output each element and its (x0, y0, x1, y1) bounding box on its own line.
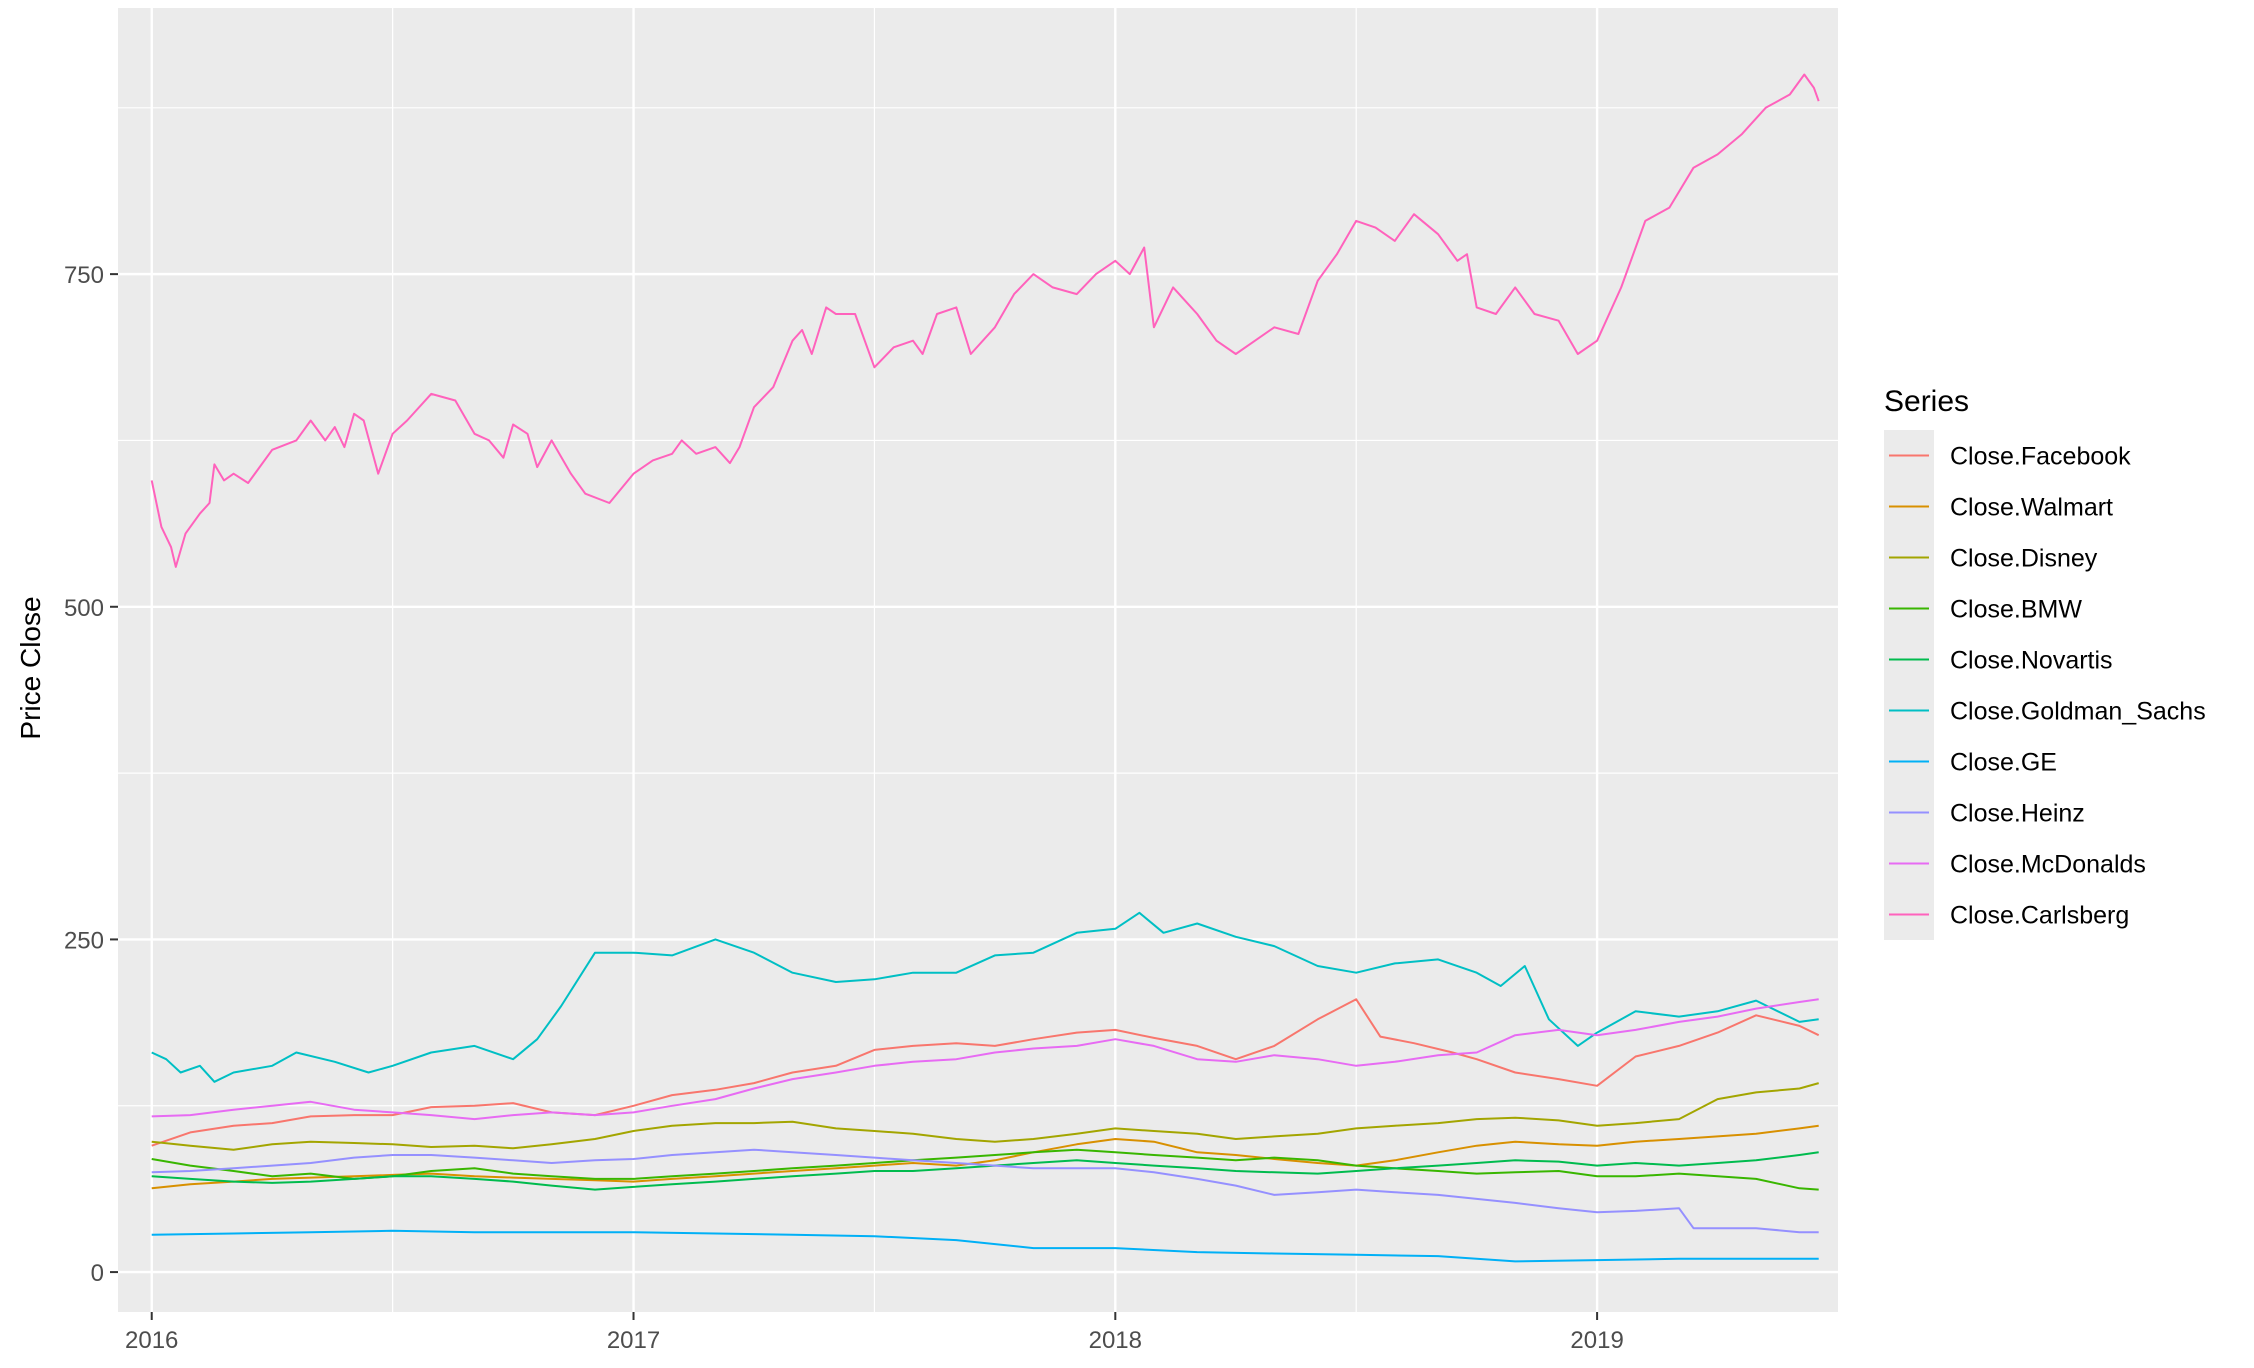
series-line-close-mcdonalds (151, 998, 1819, 1121)
series-line-close-disney (151, 1082, 1819, 1151)
series-lines (150, 73, 1820, 1263)
series-line-close-bmw (151, 1148, 1819, 1191)
legend-label: Close.GE (1950, 749, 2057, 777)
y-axis-label: Price Close (15, 596, 46, 739)
x-tick-label: 2018 (1089, 1327, 1142, 1354)
legend-label: Close.Carlsberg (1950, 902, 2129, 930)
y-tick-label: 0 (91, 1260, 104, 1287)
plot-panel (118, 8, 1838, 1312)
legend-label: Close.BMW (1950, 596, 2082, 624)
y-tick-label: 250 (64, 927, 104, 954)
legend-label: Close.Goldman_Sachs (1950, 698, 2206, 726)
series-line-close-carlsberg (150, 73, 1820, 568)
legend-label: Close.Novartis (1950, 647, 2113, 675)
legend-label: Close.Facebook (1950, 443, 2131, 471)
legend-label: Close.Walmart (1950, 494, 2113, 522)
x-tick-label: 2016 (125, 1327, 178, 1354)
legend-label: Close.McDonalds (1950, 851, 2146, 879)
x-axis: 2016 2017 2018 2019 (125, 1312, 1624, 1354)
legend-title: Series (1884, 385, 1969, 418)
legend-items: Close.Facebook Close.Walmart Close.Disney C… (1889, 443, 2206, 930)
series-line-close-walmart (151, 1124, 1819, 1190)
series-line-close-facebook (151, 998, 1820, 1147)
series-line-close-goldman-sachs (151, 911, 1819, 1083)
minor-gridlines (118, 8, 1838, 1312)
major-gridlines (118, 8, 1838, 1312)
legend-label: Close.Heinz (1950, 800, 2085, 828)
series-line-close-ge (151, 1229, 1819, 1263)
y-tick-label: 500 (64, 595, 104, 622)
series-line-close-heinz (151, 1148, 1819, 1234)
y-axis: 0 250 500 750 (64, 262, 118, 1287)
x-tick-label: 2019 (1570, 1327, 1623, 1354)
y-tick-label: 750 (64, 262, 104, 289)
legend-label: Close.Disney (1950, 545, 2098, 573)
legend: Series Close.FacebookClose.WalmartClose.… (1884, 385, 2206, 940)
x-tick-label: 2017 (607, 1327, 660, 1354)
legend-key-background (1884, 430, 1934, 940)
